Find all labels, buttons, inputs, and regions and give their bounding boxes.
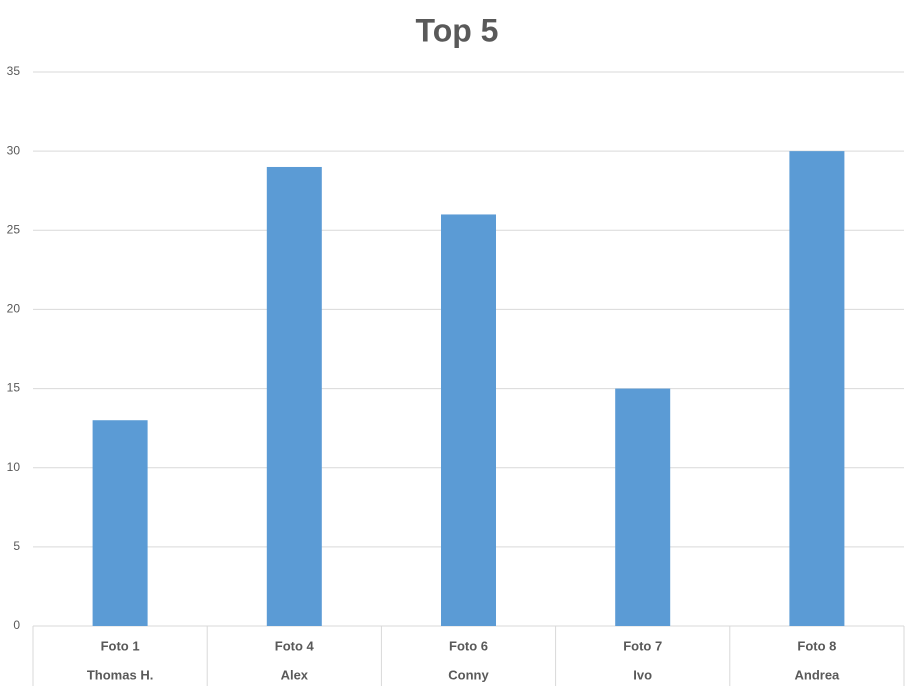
- bar: [789, 151, 845, 626]
- x-group-label: Ivo: [633, 667, 652, 682]
- bar: [92, 420, 148, 626]
- chart-title: Top 5: [416, 12, 499, 48]
- y-tick-label: 35: [7, 64, 21, 78]
- x-tick-label: Foto 1: [101, 638, 140, 653]
- x-tick-label: Foto 4: [275, 638, 315, 653]
- bar: [266, 166, 322, 626]
- y-tick-label: 20: [7, 302, 21, 316]
- bar: [615, 388, 671, 626]
- x-tick-label: Foto 8: [797, 638, 836, 653]
- y-tick-label: 10: [7, 460, 21, 474]
- y-tick-label: 5: [13, 539, 20, 553]
- y-tick-label: 0: [13, 618, 20, 632]
- x-tick-label: Foto 6: [449, 638, 488, 653]
- x-group-label: Alex: [281, 667, 309, 682]
- x-group-label: Andrea: [795, 667, 841, 682]
- y-tick-label: 25: [7, 222, 21, 236]
- x-tick-label: Foto 7: [623, 638, 662, 653]
- y-tick-label: 15: [7, 381, 21, 395]
- y-tick-label: 30: [7, 143, 21, 157]
- x-group-label: Conny: [448, 667, 489, 682]
- bar: [441, 214, 496, 626]
- x-group-label: Thomas H.: [87, 667, 153, 682]
